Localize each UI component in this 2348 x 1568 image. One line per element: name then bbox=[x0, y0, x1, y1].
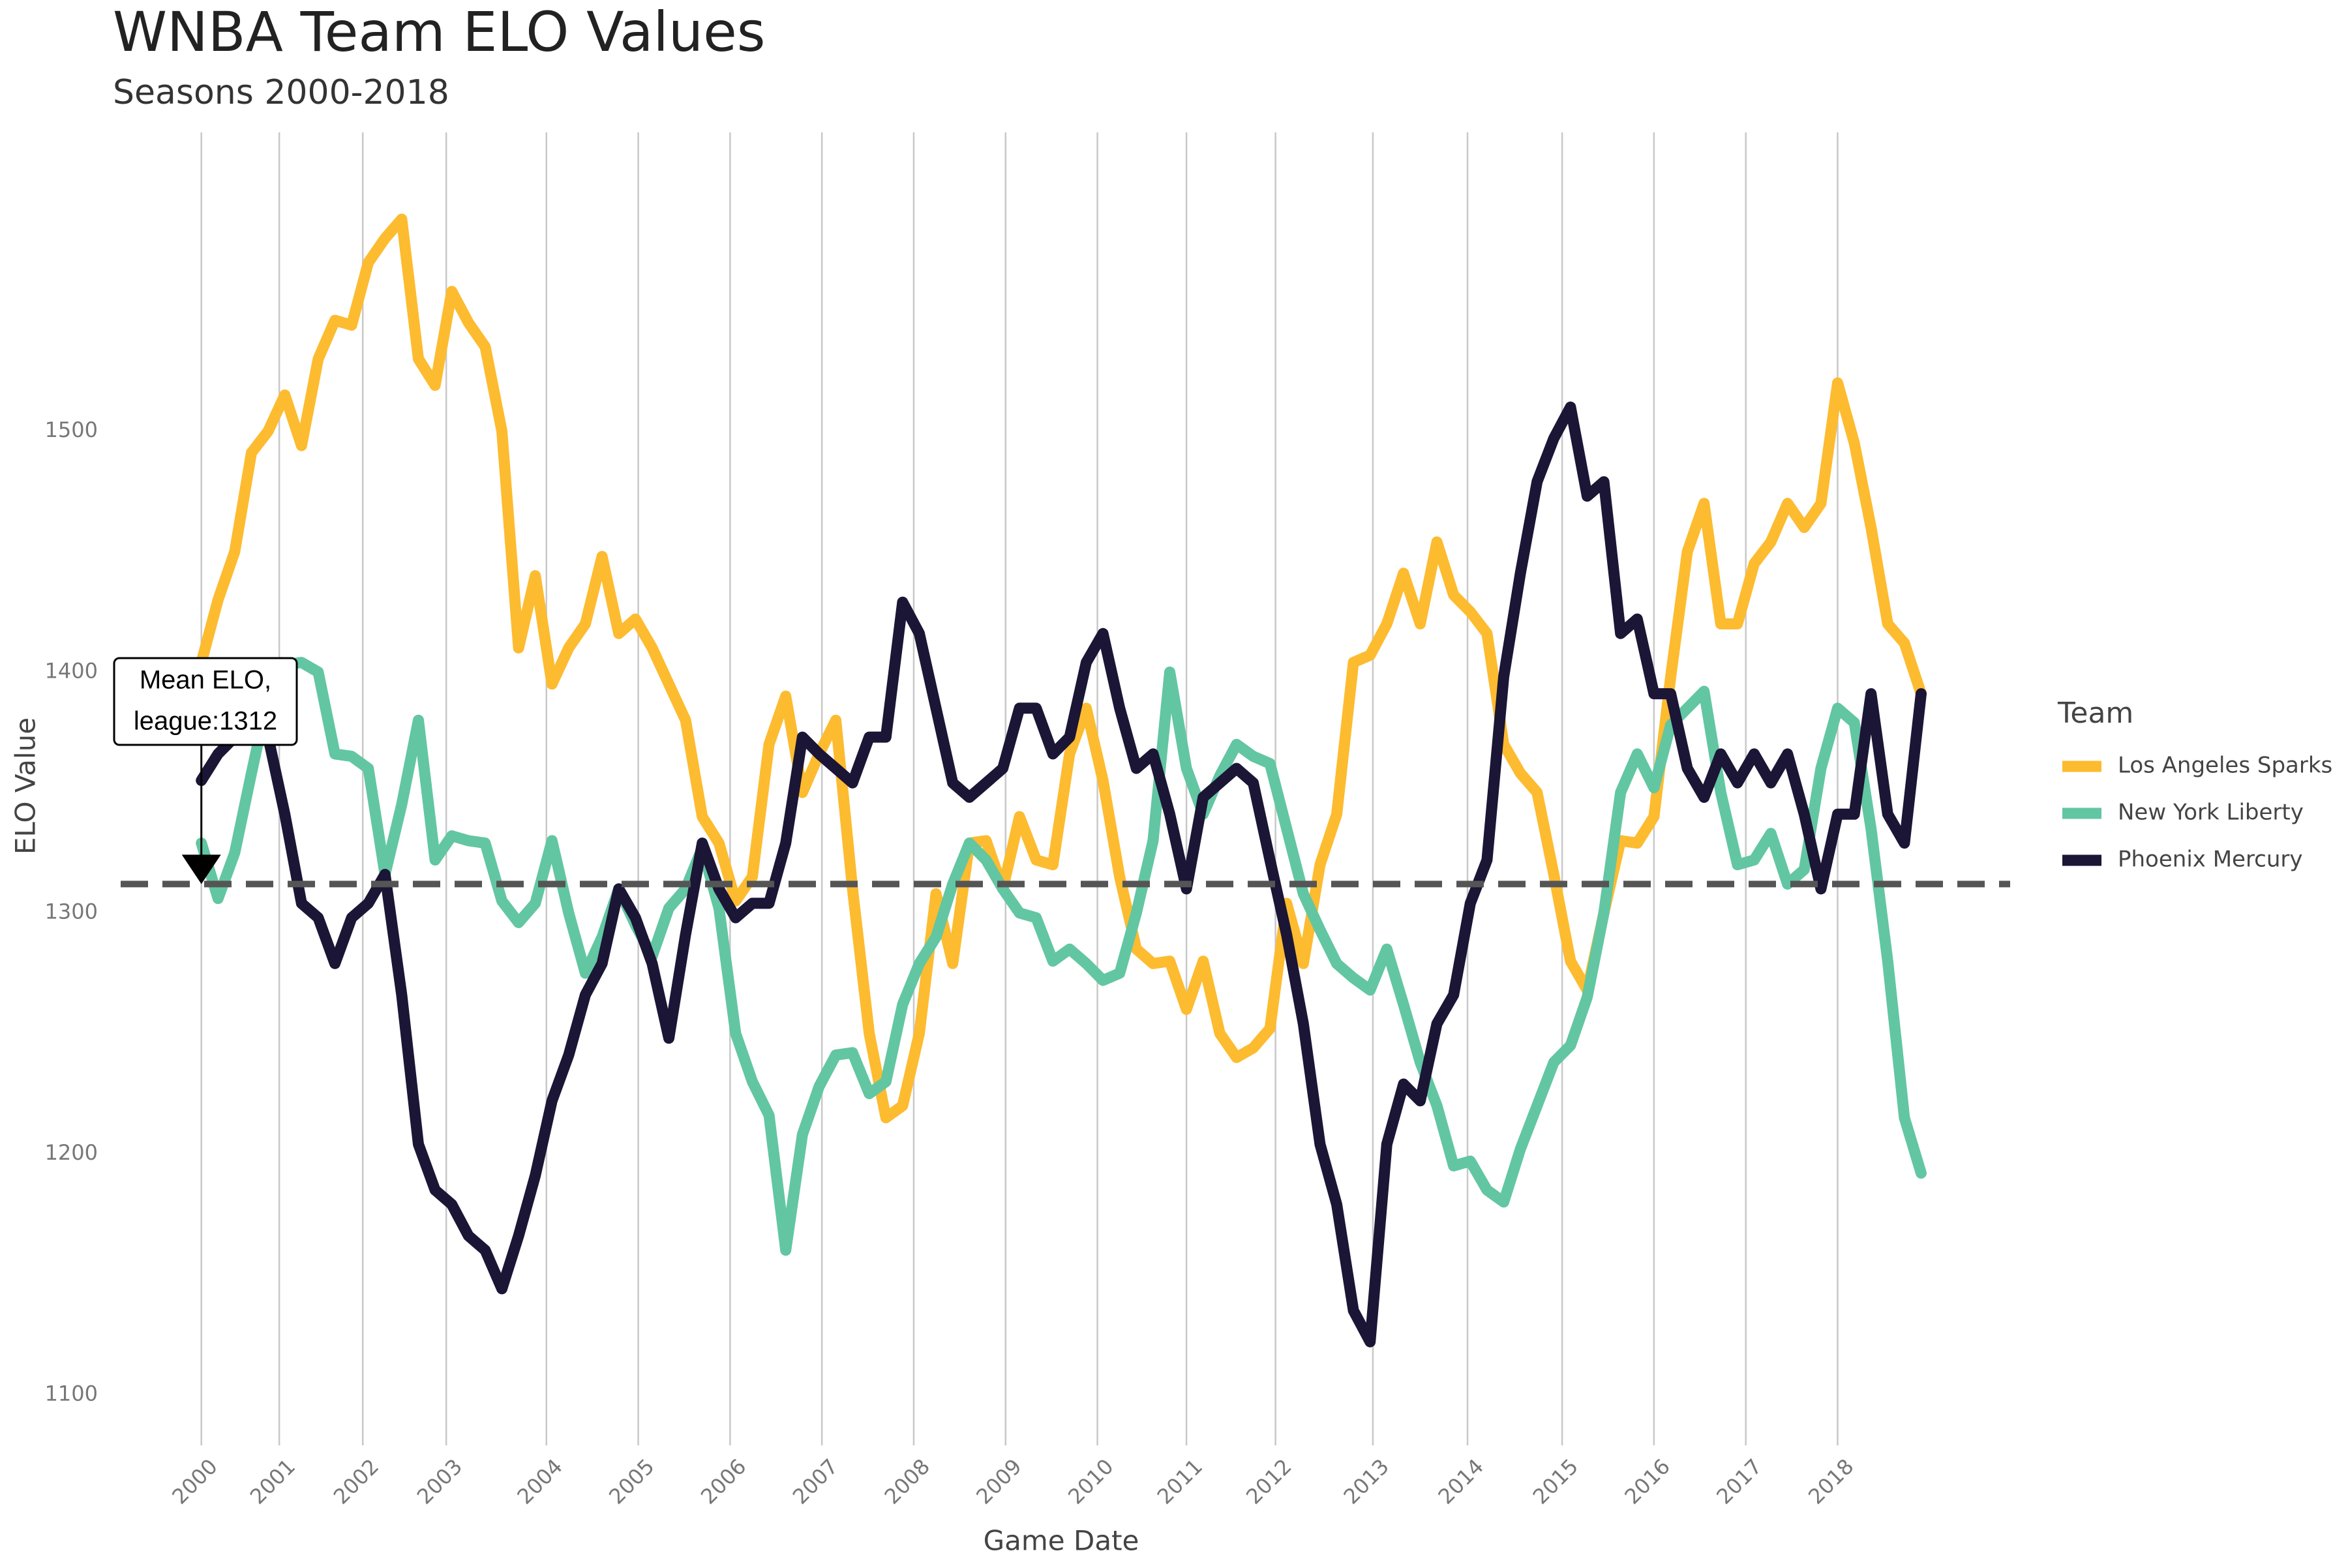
x-tick-label: 2004 bbox=[512, 1454, 567, 1509]
x-tick-label: 2003 bbox=[412, 1454, 467, 1509]
y-tick-label: 1300 bbox=[45, 899, 98, 924]
annotation-text: Mean ELO, bbox=[140, 666, 271, 695]
x-tick-label: 2015 bbox=[1528, 1454, 1583, 1509]
legend-label: Phoenix Mercury bbox=[2118, 847, 2303, 873]
x-axis-label: Game Date bbox=[984, 1525, 1139, 1557]
y-tick-label: 1200 bbox=[45, 1140, 98, 1165]
x-tick-label: 2000 bbox=[167, 1454, 222, 1509]
x-tick-label: 2017 bbox=[1711, 1454, 1766, 1509]
x-tick-label: 2007 bbox=[788, 1454, 843, 1509]
y-tick-label: 1400 bbox=[45, 658, 98, 683]
y-axis-label: ELO Value bbox=[10, 717, 42, 854]
chart-subtitle: Seasons 2000-2018 bbox=[113, 73, 449, 112]
x-tick-label: 2010 bbox=[1063, 1454, 1118, 1509]
y-tick-label: 1100 bbox=[45, 1381, 98, 1406]
y-tick-label: 1500 bbox=[45, 417, 98, 442]
x-tick-label: 2014 bbox=[1434, 1454, 1488, 1509]
annotation-box bbox=[113, 657, 298, 746]
x-tick-label: 2005 bbox=[604, 1454, 659, 1509]
line-series bbox=[196, 213, 1927, 1124]
x-tick-label: 2016 bbox=[1619, 1454, 1674, 1509]
line-series bbox=[196, 657, 1927, 1256]
x-tick-label: 2012 bbox=[1241, 1454, 1296, 1509]
legend-title: Team bbox=[2057, 697, 2133, 730]
x-tick-label: 2006 bbox=[696, 1454, 751, 1509]
legend-label: New York Liberty bbox=[2118, 800, 2304, 826]
annotation-arrowhead bbox=[181, 854, 221, 884]
legend-label: Los Angeles Sparks bbox=[2118, 753, 2332, 779]
chart-title: WNBA Team ELO Values bbox=[113, 0, 766, 64]
x-tick-label: 2011 bbox=[1152, 1454, 1207, 1509]
x-tick-label: 2013 bbox=[1339, 1454, 1394, 1509]
line-series bbox=[196, 401, 1927, 1348]
x-tick-label: 2009 bbox=[971, 1454, 1026, 1509]
x-tick-label: 2002 bbox=[329, 1454, 384, 1509]
x-tick-label: 2018 bbox=[1803, 1454, 1858, 1509]
x-tick-label: 2001 bbox=[245, 1454, 300, 1509]
x-tick-label: 2008 bbox=[880, 1454, 935, 1509]
annotation-text: league:1312 bbox=[134, 707, 277, 736]
